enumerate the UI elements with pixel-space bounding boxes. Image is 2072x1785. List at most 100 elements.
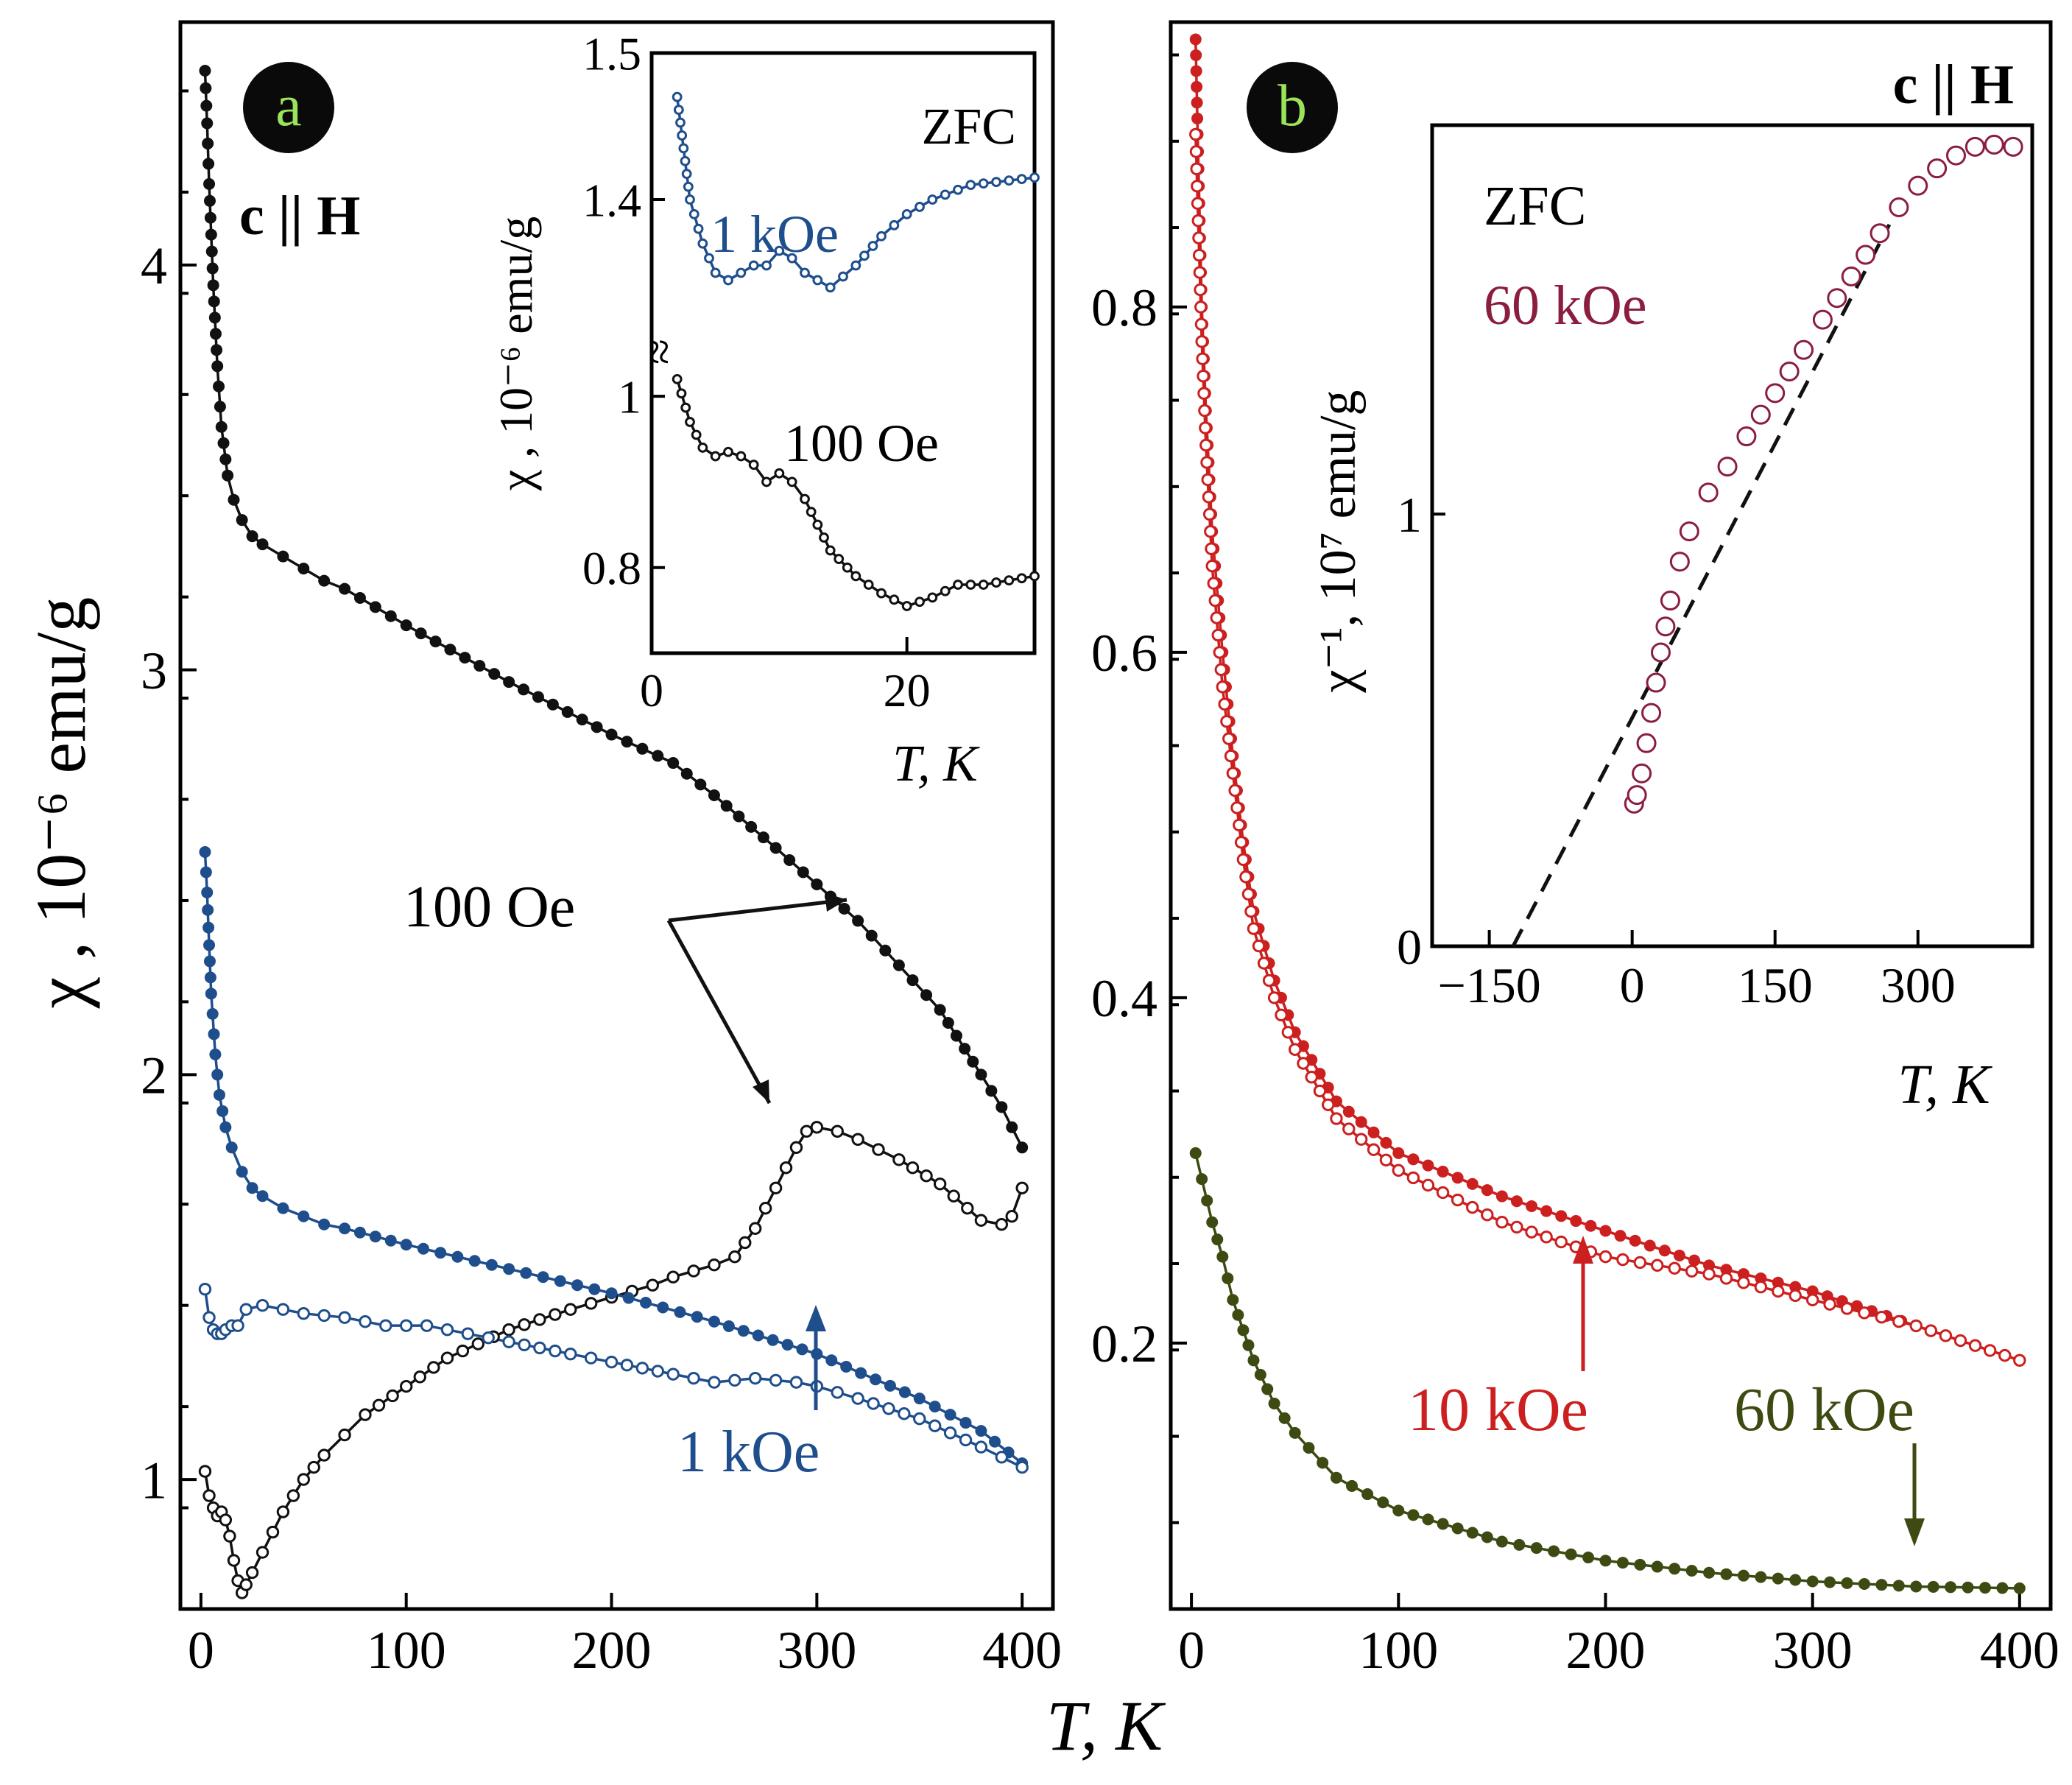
panel_a_inset-series-1-point	[672, 373, 683, 384]
inset-b-frame	[1430, 123, 2034, 948]
panel_b-series-1-point	[1220, 715, 1233, 728]
panel_a-series-0-point	[297, 563, 310, 575]
panel_b-series-2-point	[1565, 1548, 1577, 1560]
panel_a-series-0-point	[209, 328, 222, 340]
panel_a-series-0-point	[246, 530, 258, 543]
panel_b-series-1-point	[1234, 836, 1248, 849]
panel_b-series-1-point	[1236, 853, 1250, 866]
panel_a_inset-series-1-point	[786, 476, 797, 487]
panel_a-series-2-point	[944, 1409, 956, 1421]
panel_a-series-2-point	[781, 1339, 794, 1351]
panel_a_inset-series-0-point	[680, 155, 691, 166]
panel_a-series-3-point	[728, 1373, 741, 1387]
panel_a_inset-series-0-point	[812, 275, 823, 286]
panel_a-ytick-label-1: 2	[141, 1046, 167, 1105]
panel_a-series-0-point	[214, 401, 226, 413]
panel_a_inset-series-0-point	[675, 117, 686, 128]
panel_a-series-1-point	[317, 1448, 331, 1462]
panel_a_inset-series-1-point	[1016, 573, 1027, 584]
panel_a-series-1-point	[974, 1214, 988, 1227]
panel_a-series-3-point	[198, 1283, 212, 1296]
panel_a-series-2-point	[246, 1182, 258, 1194]
panel_a-series-2-point	[657, 1301, 669, 1314]
panel_a_inset-series-1-point	[680, 402, 691, 413]
panel_b-series-0-point	[1629, 1234, 1641, 1247]
panel_b-xtick-label-2: 200	[1565, 1621, 1645, 1680]
panel_a_inset-series-0-point	[774, 245, 785, 256]
panel_b-series-1-point	[1406, 1171, 1420, 1185]
panel_a-series-2-point	[297, 1210, 310, 1222]
panel_b-series-1-point	[1633, 1256, 1647, 1270]
panel_a_inset-series-1-point	[953, 580, 963, 590]
panel_b-series-0-point	[1422, 1159, 1434, 1172]
panel_b-series-2-point	[1737, 1569, 1749, 1582]
inset-a-mode-label: ZFC	[922, 99, 1016, 155]
panel_b-series-2-point	[1242, 1339, 1255, 1351]
inset-b-x-label: T, K	[1897, 1054, 1992, 1116]
panel_a-series-0-point	[318, 574, 331, 587]
panel_b-series-1-point	[1909, 1319, 1923, 1333]
panel_b_inset-series-0-point	[1927, 158, 1948, 179]
panel_a-series-3-point	[338, 1311, 351, 1324]
panel_b_inset-series-0-point	[1812, 309, 1833, 330]
panel_a-series-2-point	[674, 1306, 686, 1318]
panel_a-series-3-point	[379, 1319, 392, 1332]
panel_b_inset-series-0-point	[1908, 175, 1928, 196]
panel_b-series-1-point	[1194, 317, 1208, 331]
panel_a-series-1-point	[456, 1344, 470, 1358]
panel_a-series-3-point	[995, 1451, 1008, 1464]
panel_b-series-1-point	[1191, 197, 1205, 210]
panel_a-series-2-point	[520, 1267, 532, 1279]
panel_b-series-1-point	[1192, 248, 1206, 262]
panel_a-series-1-point	[739, 1236, 752, 1250]
panel_a-series-1-point	[933, 1177, 947, 1191]
panel_a-series-3-point	[620, 1359, 634, 1372]
panel_a-series-0-point	[532, 691, 544, 703]
panel_b-series-2-point	[1548, 1545, 1560, 1557]
panel_a-series-2-point	[825, 1354, 838, 1367]
panel_b-series-0-point	[1437, 1166, 1449, 1178]
panel_a-series-1-point	[800, 1124, 814, 1138]
panel_a-series-3-point	[359, 1314, 372, 1328]
panel_a-series-1-point	[427, 1361, 440, 1374]
panel_a-series-3-point	[1015, 1460, 1029, 1474]
panel_a-series-2-point	[468, 1255, 481, 1267]
arrow-100oe-lower-head	[753, 1080, 769, 1103]
panel_b-series-1-point	[1823, 1298, 1836, 1311]
panel_a-series-0-point	[256, 538, 269, 551]
arrow-100oe-upper-head	[825, 892, 847, 912]
panel_b-series-1-point	[1436, 1186, 1450, 1200]
panel_b-series-2-point	[1201, 1194, 1213, 1207]
panel_b-series-1-point	[1772, 1284, 1785, 1298]
panel_a_inset-series-0-point	[678, 143, 689, 154]
panel_a-series-0-point	[429, 636, 442, 648]
panel_a-series-3-point	[518, 1338, 531, 1351]
panel_a-series-0-point	[518, 683, 530, 696]
panel_a-series-0-point	[967, 1055, 979, 1068]
panel_a_inset-series-0-point	[786, 253, 797, 264]
panel_a-series-1-point	[892, 1153, 906, 1166]
panel_b-series-1-point	[1892, 1314, 1906, 1328]
panel_a_inset-series-0-point	[748, 260, 759, 271]
panel_a_inset-series-1-point	[685, 417, 695, 427]
panel_a-series-2-point	[369, 1231, 381, 1243]
panel_b-series-2-point	[1651, 1560, 1663, 1573]
panel_b-series-1-point	[1525, 1225, 1538, 1239]
panel_b-series-1-point	[1193, 266, 1207, 279]
panel_b-series-0-point	[1658, 1244, 1671, 1257]
panel_a-series-2-point	[691, 1311, 703, 1323]
main-x-axis-label: T, K	[1046, 1686, 1166, 1765]
panel_a-series-3-point	[202, 1311, 216, 1324]
panel_a_inset-ytick-label-0: 0.8	[582, 542, 641, 594]
panel_a-series-3-point	[769, 1373, 783, 1387]
panel-b-orientation-label: c || H	[1893, 54, 2014, 116]
panel_a-series-2-point	[208, 1028, 220, 1041]
panel_a-series-2-point	[339, 1222, 351, 1235]
panel_a-series-2-point	[975, 1425, 987, 1437]
panel_b-series-2-point	[1407, 1509, 1420, 1521]
panel_a-series-3-point	[256, 1298, 269, 1312]
panel_a-series-0-point	[339, 582, 351, 595]
panel_a_inset-ytick-label-1: 1	[618, 371, 641, 423]
panel_a-series-0-point	[277, 550, 289, 563]
panel_a_inset-xtick-label-0: 0	[640, 664, 663, 717]
